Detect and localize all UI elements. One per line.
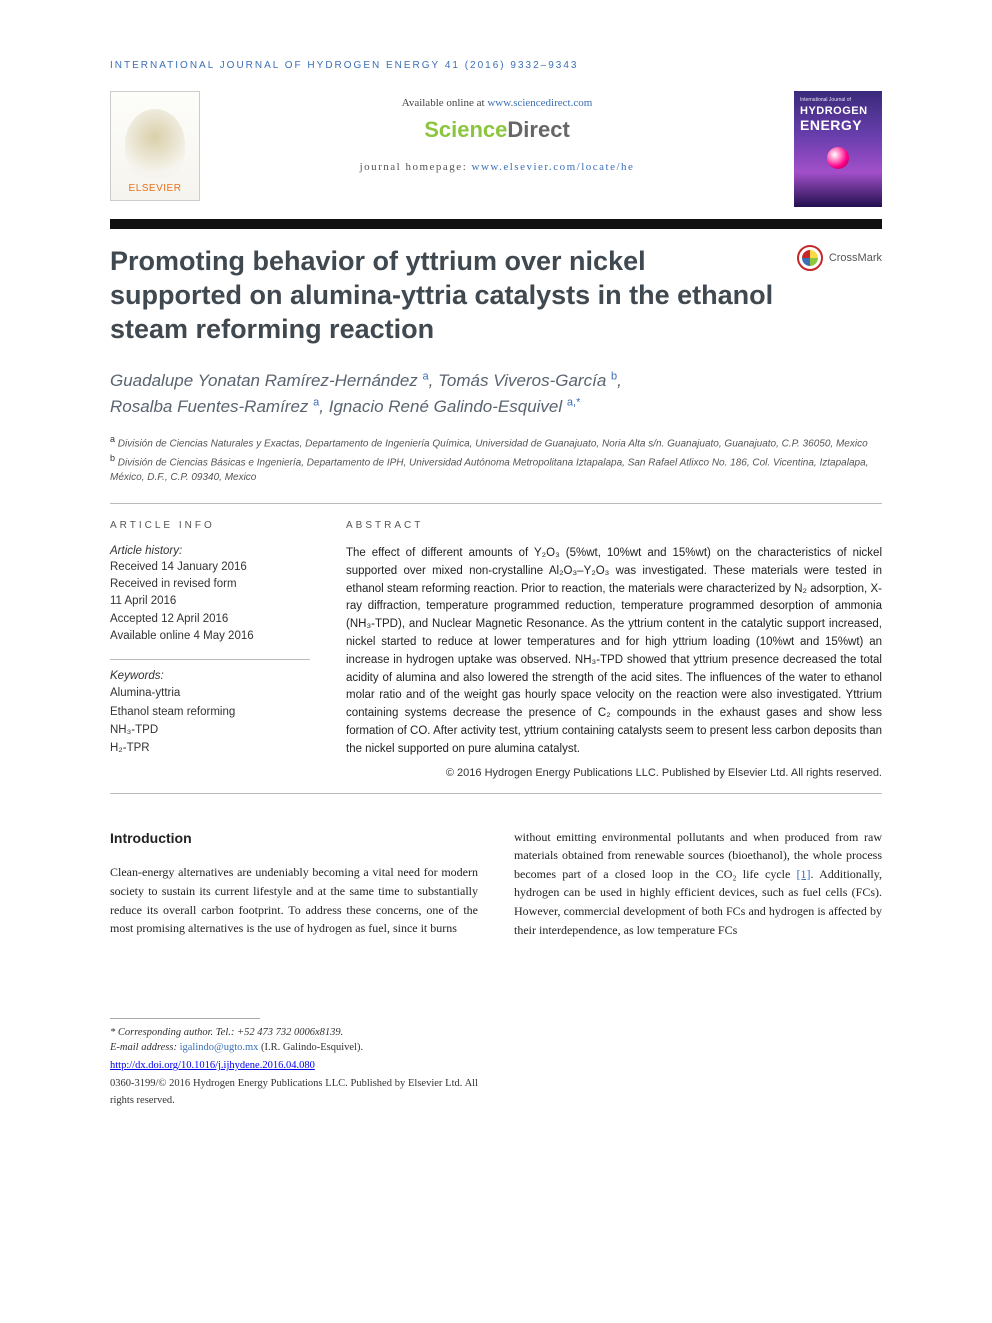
email-link[interactable]: igalindo@ugto.mx (180, 1042, 259, 1053)
journal-cover: International Journal of HYDROGEN ENERGY (794, 91, 882, 207)
article-title: Promoting behavior of yttrium over nicke… (110, 245, 777, 346)
abstract: ABSTRACT The effect of different amounts… (346, 518, 882, 779)
keyword-2: Ethanol steam reforming (110, 703, 310, 721)
crossmark[interactable]: CrossMark (797, 245, 882, 271)
sd-direct: Direct (507, 117, 569, 142)
info-abstract-row: ARTICLE INFO Article history: Received 1… (110, 518, 882, 779)
author-2-aff[interactable]: b (611, 371, 617, 383)
intro-para-2: without emitting environmental pollutant… (514, 828, 882, 940)
cover-energy: ENERGY (800, 117, 876, 133)
cover-hydrogen: HYDROGEN (800, 105, 876, 117)
history-online: Available online 4 May 2016 (110, 628, 310, 645)
footnote-rule (110, 1018, 260, 1019)
history-revised1: Received in revised form (110, 576, 310, 593)
email-line: E-mail address: igalindo@ugto.mx (I.R. G… (110, 1040, 478, 1056)
affiliation-b: b División de Ciencias Básicas e Ingenie… (110, 452, 882, 485)
abstract-heading: ABSTRACT (346, 520, 882, 531)
elsevier-wordmark: ELSEVIER (129, 183, 182, 194)
abstract-body: The effect of different amounts of Y₂O₃ … (346, 545, 882, 759)
author-1-aff[interactable]: a (423, 371, 429, 383)
crossmark-label: CrossMark (829, 252, 882, 264)
author-3-aff[interactable]: a (313, 396, 319, 408)
affiliation-a: a División de Ciencias Naturales y Exact… (110, 433, 882, 451)
sciencedirect-logo: ScienceDirect (218, 117, 776, 143)
cover-pretitle: International Journal of (800, 97, 876, 103)
journal-homepage: journal homepage: www.elsevier.com/locat… (218, 161, 776, 173)
title-block: Promoting behavior of yttrium over nicke… (110, 245, 882, 346)
history-accepted: Accepted 12 April 2016 (110, 611, 310, 628)
sciencedirect-link[interactable]: www.sciencedirect.com (487, 97, 592, 109)
corresponding-author: * Corresponding author. Tel.: +52 473 73… (110, 1025, 478, 1041)
history-received: Received 14 January 2016 (110, 559, 310, 576)
crossmark-icon (797, 245, 823, 271)
affiliation-a-text: División de Ciencias Naturales y Exactas… (118, 439, 868, 450)
doi-line: http://dx.doi.org/10.1016/j.ijhydene.201… (110, 1058, 478, 1074)
affiliations: a División de Ciencias Naturales y Exact… (110, 433, 882, 485)
doi-link[interactable]: http://dx.doi.org/10.1016/j.ijhydene.201… (110, 1060, 315, 1071)
intro-para-1: Clean-energy alternatives are undeniably… (110, 863, 478, 937)
cover-orb-icon (827, 147, 849, 169)
author-1: Guadalupe Yonatan Ramírez-Hernández (110, 371, 418, 390)
keywords-label: Keywords: (110, 670, 310, 682)
rule-below-abstract (110, 793, 882, 794)
available-online: Available online at www.sciencedirect.co… (218, 97, 776, 109)
keyword-4: H₂-TPR (110, 739, 310, 757)
article-info: ARTICLE INFO Article history: Received 1… (110, 518, 310, 779)
email-who: (I.R. Galindo-Esquivel). (258, 1042, 363, 1053)
author-4: Ignacio René Galindo-Esquivel (329, 397, 562, 416)
author-4-aff[interactable]: a,* (567, 396, 580, 408)
history-revised2: 11 April 2016 (110, 593, 310, 610)
author-2: Tomás Viveros-García (438, 371, 606, 390)
author-3: Rosalba Fuentes-Ramírez (110, 397, 308, 416)
journal-homepage-link[interactable]: www.elsevier.com/locate/he (472, 161, 635, 173)
abstract-copyright: © 2016 Hydrogen Energy Publications LLC.… (346, 767, 882, 779)
intro-heading: Introduction (110, 828, 478, 850)
elsevier-logo: ELSEVIER (110, 91, 200, 201)
body-columns: Introduction Clean-energy alternatives a… (110, 828, 882, 1109)
sd-science: Science (424, 117, 507, 142)
keyword-1: Alumina-yttria (110, 684, 310, 702)
rule-thick (110, 219, 882, 229)
authors: Guadalupe Yonatan Ramírez-Hernández a, T… (110, 368, 882, 419)
running-head: INTERNATIONAL JOURNAL OF HYDROGEN ENERGY… (110, 60, 882, 71)
rule-above-abstract (110, 503, 882, 504)
history-label: Article history: (110, 545, 310, 557)
body-col-right: without emitting environmental pollutant… (514, 828, 882, 1109)
body-col-left: Introduction Clean-energy alternatives a… (110, 828, 478, 1109)
rule-keywords (110, 659, 310, 660)
elsevier-tree-icon (125, 109, 185, 179)
page: INTERNATIONAL JOURNAL OF HYDROGEN ENERGY… (0, 0, 992, 1149)
masthead-center: Available online at www.sciencedirect.co… (218, 91, 776, 173)
masthead: ELSEVIER Available online at www.science… (110, 91, 882, 207)
email-label: E-mail address: (110, 1042, 180, 1053)
footer-copyright: 0360-3199/© 2016 Hydrogen Energy Publica… (110, 1076, 478, 1109)
corr-text: * Corresponding author. Tel.: +52 473 73… (110, 1027, 343, 1038)
article-info-heading: ARTICLE INFO (110, 520, 310, 531)
available-prefix: Available online at (402, 97, 488, 109)
jhome-prefix: journal homepage: (360, 161, 472, 173)
keyword-3: NH₃-TPD (110, 721, 310, 739)
citation-1[interactable]: [1] (797, 867, 811, 881)
affiliation-b-text: División de Ciencias Básicas e Ingenierí… (110, 457, 868, 483)
